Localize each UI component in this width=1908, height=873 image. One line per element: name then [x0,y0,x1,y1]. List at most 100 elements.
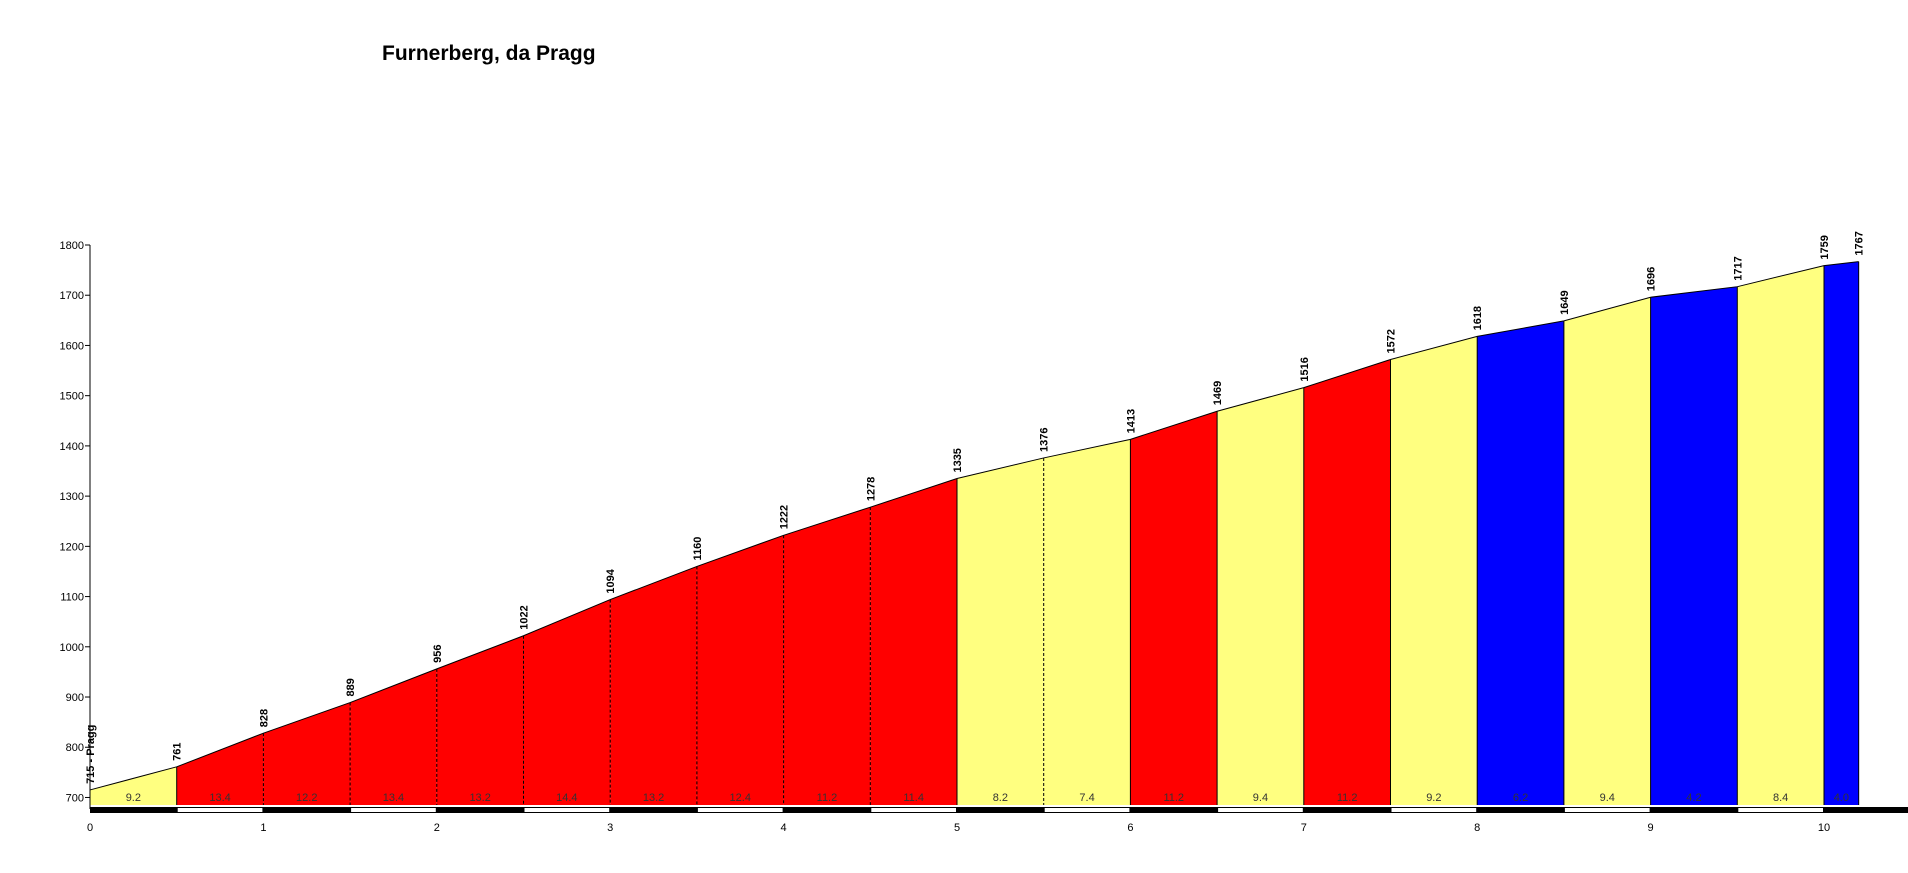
distance-bar-layer [90,807,1908,813]
distance-bar-base [90,807,1908,813]
segment-1 [176,733,264,805]
distance-bar-block-5 [524,808,610,812]
grade-label-9: 11.4 [903,792,924,804]
x-tick-label-4: 4 [781,822,787,834]
grade-label-4: 13.2 [469,792,490,804]
elevation-label-19: 1717 [1732,256,1744,280]
segment-10 [957,457,1044,805]
grade-label-3: 13.4 [383,792,404,804]
axis-layer: 7008009001000110012001300140015001600170… [60,240,1831,834]
segment-19 [1737,265,1824,805]
x-tick-label-8: 8 [1474,822,1480,834]
segment-20 [1824,261,1859,806]
segment-6 [610,566,697,805]
grade-label-7: 12.4 [730,792,751,804]
elevation-label-15: 1572 [1386,329,1398,353]
grade-label-1: 13.4 [209,792,230,804]
elevation-label-6: 1094 [605,568,617,593]
segment-7 [696,535,784,805]
segment-11 [1043,439,1131,805]
elevation-label-12: 1413 [1125,409,1137,433]
chart-title: Furnerberg, da Pragg [382,42,596,65]
elevation-label-3: 889 [345,678,357,696]
distance-bar-block-11 [1044,808,1130,812]
grade-label-13: 9.4 [1253,792,1268,804]
grade-label-11: 7.4 [1079,792,1094,804]
distance-bar-block-15 [1391,808,1477,812]
y-tick-label-1200: 1200 [60,541,84,553]
segment-5 [523,599,611,805]
elevation-label-7: 1160 [692,537,704,561]
grade-label-15: 9.2 [1426,792,1441,804]
elevation-label-18: 1696 [1646,267,1658,291]
x-tick-label-6: 6 [1127,822,1133,834]
grade-label-17: 9.4 [1600,792,1615,804]
segment-13 [1217,387,1304,805]
x-tick-label-0: 0 [87,822,93,834]
elevation-label-8: 1222 [779,505,791,529]
grade-label-19: 8.4 [1773,792,1788,804]
x-tick-label-10: 10 [1818,822,1830,834]
grade-label-12: 11.2 [1163,792,1184,804]
grade-label-10: 8.2 [993,792,1008,804]
x-tick-label-2: 2 [434,822,440,834]
grade-label-16: 6.2 [1513,792,1528,804]
segment-18 [1650,286,1738,805]
elev-labels-layer: 715 - Pragg 761 828 889 956 1022 1094 1160 1222 1… [85,231,1866,784]
elevation-label-13: 1469 [1212,381,1224,405]
grade-label-8: 11.2 [817,792,838,804]
segment-0 [90,766,177,805]
grade-label-6: 13.2 [643,792,664,804]
x-tick-label-1: 1 [260,822,266,834]
grade-label-0: 9.2 [126,792,141,804]
y-tick-label-1800: 1800 [60,240,84,252]
y-tick-label-1600: 1600 [60,340,84,352]
y-tick-label-1300: 1300 [60,491,84,503]
segment-9 [870,478,957,805]
segments-layer [90,261,1859,806]
y-tick-label-1500: 1500 [60,391,84,403]
grade-labels-layer: 9.2 13.4 12.2 13.4 13.2 14.4 13.2 12.4 11.2 11.4 8… [126,792,1849,804]
distance-bar-block-1 [177,808,263,812]
x-tick-label-5: 5 [954,822,960,834]
segment-2 [263,702,351,805]
elevation-label-2: 828 [258,709,270,727]
segment-12 [1130,411,1218,805]
y-tick-label-1700: 1700 [60,290,84,302]
distance-bar-block-9 [871,808,956,812]
elevation-label-17: 1649 [1559,290,1571,314]
distance-bar-block-7 [697,808,783,812]
segment-15 [1390,336,1478,805]
profile-layer [89,261,1859,791]
distance-bar-block-19 [1738,808,1823,812]
grade-label-14: 11.2 [1337,792,1358,804]
elevation-label-21: 1767 [1854,231,1866,255]
elevation-label-16: 1618 [1472,306,1484,330]
dividers-layer [176,261,1860,805]
distance-bar-block-17 [1564,808,1650,812]
y-tick-label-1400: 1400 [60,441,84,453]
distance-bar-block-3 [351,808,436,812]
y-tick-label-1000: 1000 [60,642,84,654]
distance-bar-block-13 [1218,808,1303,812]
grade-label-20: 4.0 [1834,792,1849,804]
segment-3 [350,668,437,805]
segment-4 [436,635,524,805]
elevation-label-0: 715 - Pragg [85,725,97,784]
y-tick-label-800: 800 [66,742,84,754]
elevation-label-11: 1376 [1039,427,1051,451]
y-tick-label-900: 900 [66,692,84,704]
segment-8 [783,507,871,805]
grade-label-5: 14.4 [556,792,577,804]
x-tick-label-7: 7 [1301,822,1307,834]
grade-label-18: 4.2 [1686,792,1701,804]
x-tick-label-9: 9 [1648,822,1654,834]
y-tick-label-1100: 1100 [60,592,84,604]
y-tick-label-700: 700 [66,792,84,804]
elevation-label-4: 956 [432,645,444,663]
profile-line [89,261,1859,791]
elevation-label-1: 761 [172,742,184,760]
segment-14 [1303,359,1391,805]
elevation-label-9: 1278 [865,477,877,501]
